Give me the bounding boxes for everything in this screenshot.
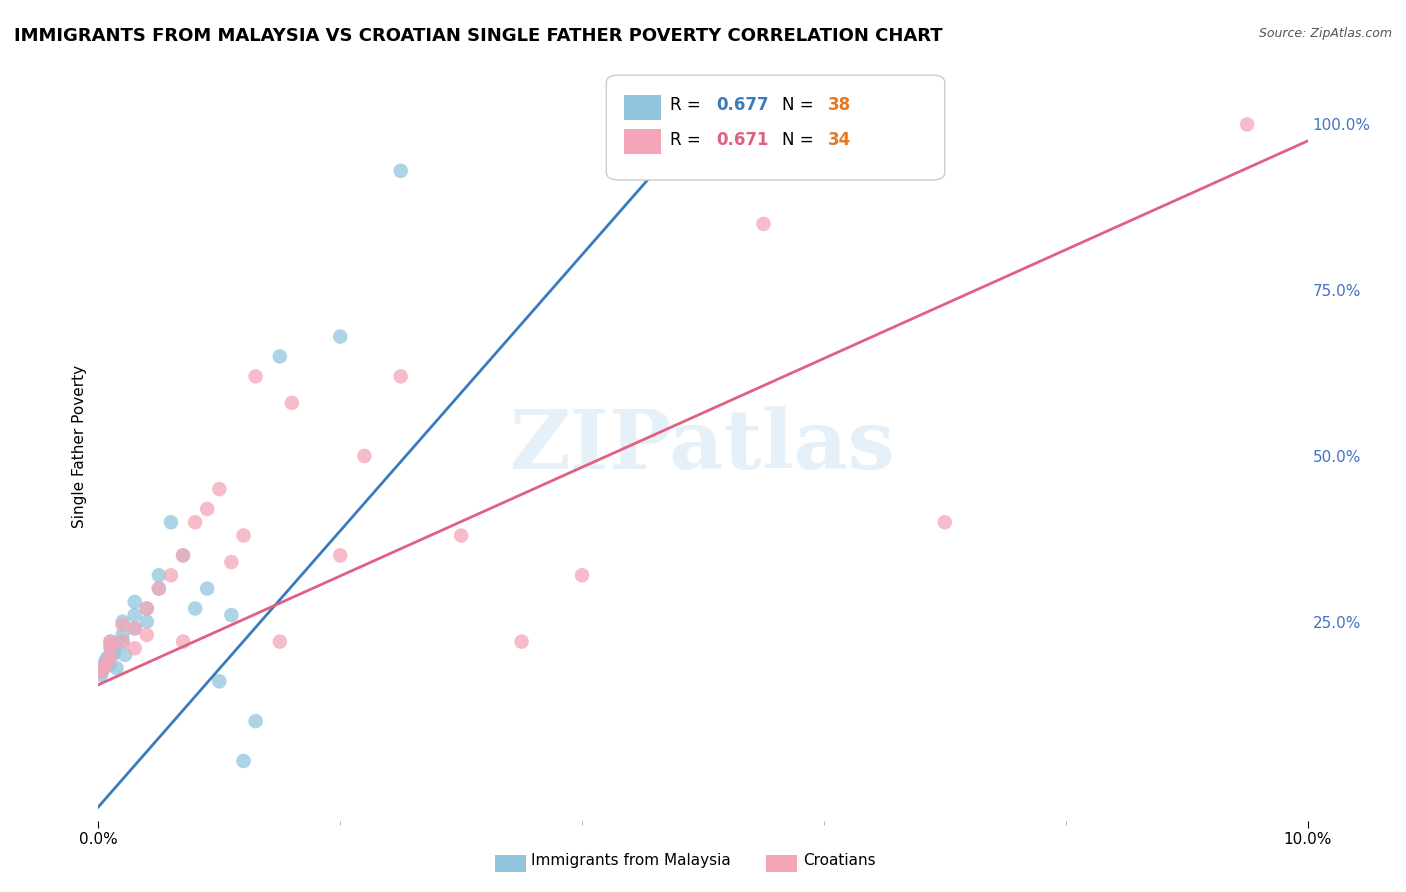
Point — [90, 665, 112, 679]
Point — [90, 667, 112, 681]
Text: N =: N = — [782, 96, 818, 114]
Point — [135, 601, 157, 615]
Point — [96, 651, 118, 665]
Point — [184, 515, 207, 529]
Point — [94, 655, 117, 669]
Point — [111, 634, 134, 648]
Point — [104, 638, 127, 652]
Point — [103, 644, 125, 658]
Point — [91, 661, 114, 675]
Point — [98, 657, 121, 672]
Point — [111, 634, 134, 648]
Point — [269, 634, 291, 648]
Point — [135, 615, 157, 629]
Point — [195, 582, 218, 596]
Point — [160, 568, 183, 582]
Point — [208, 482, 231, 496]
Point — [135, 601, 157, 615]
Point — [124, 595, 146, 609]
Point — [329, 329, 352, 343]
Point — [97, 655, 120, 669]
Point — [232, 528, 254, 542]
Text: R =: R = — [671, 131, 706, 149]
Y-axis label: Single Father Poverty: Single Father Poverty — [72, 365, 87, 527]
Point — [245, 369, 267, 384]
Text: 0.677: 0.677 — [716, 96, 769, 114]
Text: 0.671: 0.671 — [716, 131, 769, 149]
Point — [329, 549, 352, 563]
Point — [91, 661, 114, 675]
Point — [124, 621, 146, 635]
Point — [172, 634, 194, 648]
Point — [571, 568, 593, 582]
Text: Source: ZipAtlas.com: Source: ZipAtlas.com — [1258, 27, 1392, 40]
Point — [124, 621, 146, 635]
Point — [221, 608, 243, 623]
Point — [172, 549, 194, 563]
Point — [97, 655, 120, 669]
Point — [208, 674, 231, 689]
Point — [232, 754, 254, 768]
Point — [221, 555, 243, 569]
Text: 38: 38 — [828, 96, 851, 114]
Point — [111, 628, 134, 642]
Point — [114, 648, 136, 662]
Point — [148, 582, 170, 596]
Point — [1236, 117, 1258, 131]
Point — [124, 608, 146, 623]
Point — [510, 634, 533, 648]
Point — [101, 648, 124, 662]
Point — [184, 601, 207, 615]
Point — [124, 641, 146, 656]
Point — [111, 615, 134, 629]
Text: N =: N = — [782, 131, 818, 149]
Point — [93, 657, 115, 672]
Point — [91, 665, 114, 679]
Text: Immigrants from Malaysia: Immigrants from Malaysia — [531, 854, 731, 868]
Point — [195, 502, 218, 516]
Text: 34: 34 — [828, 131, 851, 149]
Point — [105, 661, 128, 675]
FancyBboxPatch shape — [624, 129, 661, 153]
FancyBboxPatch shape — [624, 95, 661, 120]
Text: ZIPatlas: ZIPatlas — [510, 406, 896, 486]
Point — [100, 648, 122, 662]
Point — [148, 568, 170, 582]
Point — [450, 528, 472, 542]
Point — [172, 549, 194, 563]
Point — [135, 628, 157, 642]
Point — [111, 618, 134, 632]
Point — [100, 638, 122, 652]
Point — [269, 350, 291, 364]
Text: IMMIGRANTS FROM MALAYSIA VS CROATIAN SINGLE FATHER POVERTY CORRELATION CHART: IMMIGRANTS FROM MALAYSIA VS CROATIAN SIN… — [14, 27, 942, 45]
Point — [668, 137, 690, 152]
Point — [752, 217, 775, 231]
Point — [245, 714, 267, 728]
Text: Croatians: Croatians — [803, 854, 876, 868]
Point — [934, 515, 956, 529]
Point — [389, 164, 412, 178]
Point — [148, 582, 170, 596]
Point — [100, 641, 122, 656]
Point — [100, 634, 122, 648]
Point — [100, 648, 122, 662]
Point — [94, 657, 117, 672]
Point — [353, 449, 375, 463]
Point — [389, 369, 412, 384]
FancyBboxPatch shape — [606, 75, 945, 180]
Point — [160, 515, 183, 529]
Text: R =: R = — [671, 96, 706, 114]
Point — [281, 396, 304, 410]
Point — [100, 634, 122, 648]
